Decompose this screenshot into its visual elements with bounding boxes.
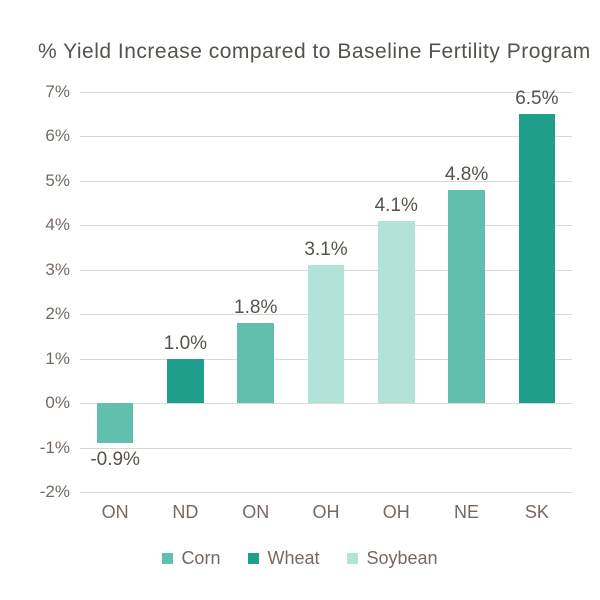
gridline <box>80 181 572 182</box>
bar-value-label: 4.8% <box>436 164 497 186</box>
bar <box>97 403 134 443</box>
bar <box>378 221 415 403</box>
legend: Corn Wheat Soybean <box>0 548 600 569</box>
bar <box>308 265 345 403</box>
y-tick: 7% <box>45 82 70 102</box>
chart-title: % Yield Increase compared to Baseline Fe… <box>38 40 591 64</box>
legend-label: Soybean <box>366 548 437 569</box>
y-tick: 3% <box>45 260 70 280</box>
bar <box>448 190 485 403</box>
bar-value-label: -0.9% <box>85 449 146 471</box>
gridline <box>80 92 572 93</box>
y-tick: 5% <box>45 171 70 191</box>
plot-area: -2%-1%0%1%2%3%4%5%6%7%-0.9%ON1.0%ND1.8%O… <box>80 92 572 492</box>
gridline <box>80 448 572 449</box>
bar <box>237 323 274 403</box>
legend-item: Wheat <box>248 548 319 569</box>
yield-increase-chart: % Yield Increase compared to Baseline Fe… <box>0 0 600 600</box>
gridline <box>80 225 572 226</box>
y-tick: 6% <box>45 126 70 146</box>
legend-item: Soybean <box>347 548 437 569</box>
bar-value-label: 1.0% <box>155 333 216 355</box>
bar-value-label: 3.1% <box>296 239 357 261</box>
legend-swatch <box>248 553 259 564</box>
bar <box>167 359 204 403</box>
legend-label: Corn <box>181 548 220 569</box>
legend-item: Corn <box>162 548 220 569</box>
y-tick: -1% <box>40 438 70 458</box>
bar <box>519 114 556 403</box>
bar-value-label: 4.1% <box>366 195 427 217</box>
y-tick: -2% <box>40 482 70 502</box>
x-tick: OH <box>383 502 410 523</box>
gridline <box>80 136 572 137</box>
legend-label: Wheat <box>267 548 319 569</box>
x-tick: NE <box>454 502 479 523</box>
gridline <box>80 403 572 404</box>
y-tick: 2% <box>45 304 70 324</box>
x-tick: OH <box>313 502 340 523</box>
x-tick: ON <box>102 502 129 523</box>
legend-swatch <box>162 553 173 564</box>
bar-value-label: 6.5% <box>507 88 568 110</box>
y-tick: 4% <box>45 215 70 235</box>
x-tick: ND <box>172 502 198 523</box>
x-tick: SK <box>525 502 549 523</box>
y-tick: 1% <box>45 349 70 369</box>
bar-value-label: 1.8% <box>225 297 286 319</box>
gridline <box>80 492 572 493</box>
y-tick: 0% <box>45 393 70 413</box>
legend-swatch <box>347 553 358 564</box>
x-tick: ON <box>242 502 269 523</box>
